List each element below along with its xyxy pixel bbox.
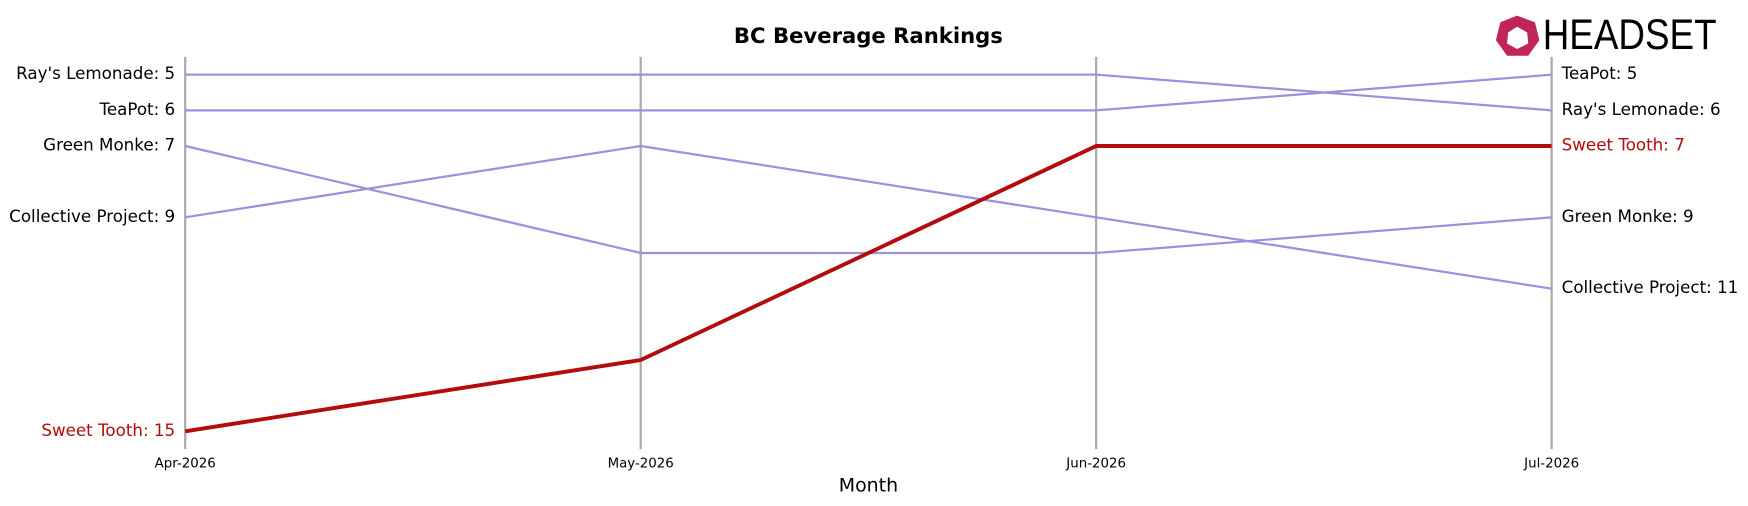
rank-label: Collective Project: 11 (1562, 277, 1739, 297)
rank-label: Collective Project: 9 (9, 206, 175, 226)
rank-label: Sweet Tooth: 15 (41, 420, 175, 440)
rank-label: Ray's Lemonade: 5 (16, 63, 175, 83)
chart-title: BC Beverage Rankings (734, 23, 1003, 48)
series-line (184, 144, 1552, 434)
x-tick-label: Jul-2026 (1523, 457, 1579, 472)
x-tick-label: Jun-2026 (1065, 457, 1126, 472)
logo-text: HEADSET (1543, 11, 1717, 58)
rank-label: Green Monke: 9 (1562, 206, 1694, 226)
rank-label: Sweet Tooth: 7 (1562, 135, 1685, 155)
rank-label: Green Monke: 7 (43, 135, 175, 155)
series-line (185, 144, 1552, 290)
series-line (184, 144, 1552, 255)
series-line (185, 73, 1552, 112)
x-tick-label: Apr-2026 (155, 457, 216, 472)
x-axis-label: Month (839, 474, 898, 496)
logo: HEADSET (1495, 11, 1717, 58)
rank-label: Ray's Lemonade: 6 (1562, 99, 1721, 119)
rank-label: TeaPot: 5 (1561, 63, 1638, 83)
rank-label: TeaPot: 6 (98, 99, 175, 119)
x-tick-label: May-2026 (608, 457, 674, 472)
series-line (185, 73, 1552, 112)
logo-icon-hole (1507, 26, 1529, 50)
